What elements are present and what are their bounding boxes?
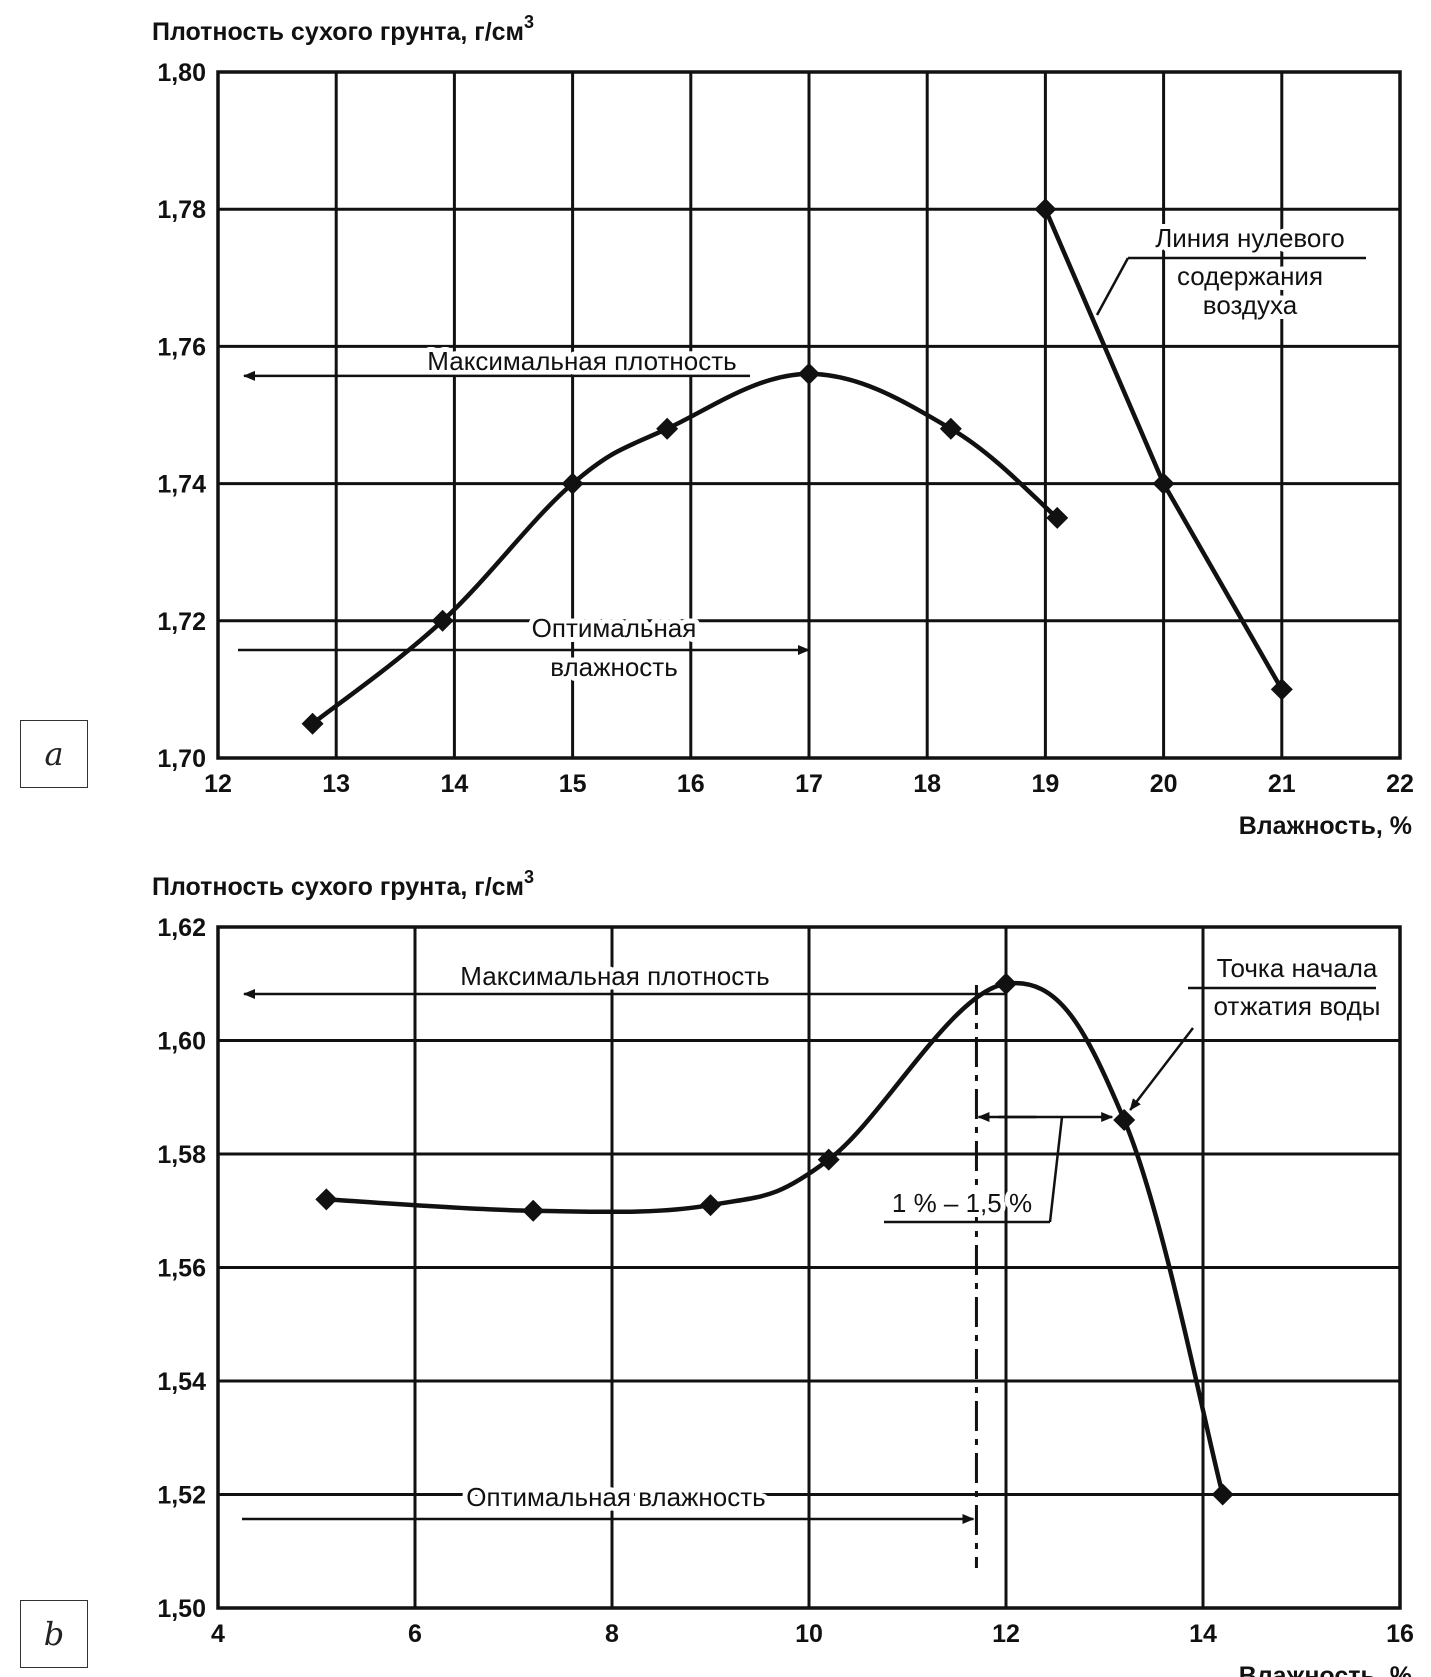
chart-b-x-tick: 10 xyxy=(795,1620,823,1648)
chart-b: 4 6 8 10 12 14 16 1,50 1,52 1,54 1,56 1,58 1,60 1,62 П… xyxy=(152,867,1414,1677)
chart-b-bleeding-label-2: отжатия воды xyxy=(1214,991,1381,1021)
chart-a-x-tick: 13 xyxy=(322,770,350,798)
chart-b-x-tick: 14 xyxy=(1189,1620,1217,1648)
chart-a-frame xyxy=(216,70,1402,760)
chart-b-range-leader xyxy=(1048,1116,1064,1223)
chart-a-point xyxy=(798,362,820,385)
chart-b-point xyxy=(995,972,1017,995)
chart-a-zero-air-label-3: воздуха xyxy=(1203,290,1298,320)
chart-a-y-tick: 1,70 xyxy=(157,745,206,773)
panel-label-b: b xyxy=(20,1600,88,1668)
chart-a-x-tick: 16 xyxy=(677,770,705,798)
chart-b-point xyxy=(1211,1483,1234,1506)
chart-b-x-tick: 12 xyxy=(992,1620,1020,1648)
chart-a-y-tick: 1,72 xyxy=(157,608,206,636)
chart-a-zero-air-point xyxy=(1270,678,1293,701)
chart-a-zero-air-label-1: Линия нулевого xyxy=(1155,223,1345,253)
chart-b-x-tick: 16 xyxy=(1386,1620,1414,1648)
chart-b-x-tick: 8 xyxy=(605,1620,619,1648)
chart-b-y-tick: 1,52 xyxy=(157,1482,206,1510)
chart-b-y-tick: 1,60 xyxy=(157,1028,206,1056)
chart-b-y-label: Плотность сухого грунта, г/см3 xyxy=(152,867,534,901)
chart-a: 12 13 14 15 16 17 18 19 20 21 22 1,70 1,72 1,74 1,76 1,… xyxy=(152,12,1414,840)
chart-b-x-tick: 6 xyxy=(408,1620,422,1648)
chart-b-y-label-sup: 3 xyxy=(524,867,534,887)
chart-b-max-density-label: Максимальная плотность xyxy=(460,961,769,991)
chart-b-optimal-label: Оптимальная влажность xyxy=(466,1482,765,1512)
panel-label-a: a xyxy=(20,720,88,788)
chart-a-point xyxy=(561,472,584,495)
chart-a-x-tick: 15 xyxy=(559,770,587,798)
chart-a-max-density-label: Максимальная плотность xyxy=(427,346,736,376)
chart-b-y-tick: 1,62 xyxy=(157,914,206,942)
chart-b-x-label: Влажность, % xyxy=(1239,1662,1412,1677)
chart-a-point xyxy=(301,712,324,735)
chart-a-optimal-label-2: влажность xyxy=(550,652,678,682)
chart-a-x-tick: 22 xyxy=(1386,770,1414,798)
chart-b-compaction-curve xyxy=(326,980,1225,1496)
chart-a-zero-air-label-2: содержания xyxy=(1177,261,1323,291)
chart-a-point xyxy=(656,417,679,440)
chart-a-point xyxy=(431,609,454,632)
chart-b-point xyxy=(699,1194,722,1217)
chart-a-x-tick: 19 xyxy=(1031,770,1059,798)
chart-b-point xyxy=(1113,1108,1136,1131)
chart-a-point xyxy=(1046,506,1069,529)
chart-a-y-tick: 1,76 xyxy=(157,333,206,361)
chart-a-zero-air-point xyxy=(1152,472,1175,495)
chart-a-point xyxy=(939,417,962,440)
chart-b-y-tick: 1,50 xyxy=(157,1595,206,1623)
chart-b-point xyxy=(315,1188,338,1211)
chart-b-y-label-text: Плотность сухого грунта, г/см xyxy=(152,873,524,901)
chart-a-x-tick: 12 xyxy=(204,770,232,798)
chart-b-point xyxy=(522,1199,545,1222)
chart-a-y-tick: 1,74 xyxy=(157,471,206,499)
chart-a-optimal-label-1: Оптимальная xyxy=(532,613,697,643)
chart-b-y-tick: 1,58 xyxy=(157,1141,206,1169)
chart-a-zero-air-leader xyxy=(1095,257,1130,316)
chart-a-y-label-sup: 3 xyxy=(524,12,534,32)
chart-a-y-label-text: Плотность сухого грунта, г/см xyxy=(152,18,524,46)
chart-b-bleeding-leader xyxy=(1129,1027,1194,1111)
chart-a-y-label: Плотность сухого грунта, г/см3 xyxy=(152,12,534,46)
chart-a-x-tick: 20 xyxy=(1150,770,1178,798)
chart-b-range-label: 1 % – 1,5 % xyxy=(892,1188,1032,1218)
chart-a-x-tick: 18 xyxy=(913,770,941,798)
chart-a-x-tick: 17 xyxy=(795,770,823,798)
chart-a-zero-air-point xyxy=(1034,198,1057,221)
chart-a-x-label: Влажность, % xyxy=(1239,812,1412,840)
chart-a-y-tick: 1,78 xyxy=(157,196,206,224)
chart-a-x-tick: 21 xyxy=(1268,770,1296,798)
chart-b-bleeding-label-1: Точка начала xyxy=(1217,953,1378,983)
chart-b-point xyxy=(817,1148,840,1171)
chart-b-y-tick: 1,56 xyxy=(157,1255,206,1283)
chart-b-y-tick: 1,54 xyxy=(157,1368,206,1396)
chart-a-x-tick: 14 xyxy=(440,770,468,798)
chart-b-x-tick: 4 xyxy=(211,1620,225,1648)
chart-a-y-tick: 1,80 xyxy=(157,59,206,87)
chart-b-frame xyxy=(216,925,1402,1610)
